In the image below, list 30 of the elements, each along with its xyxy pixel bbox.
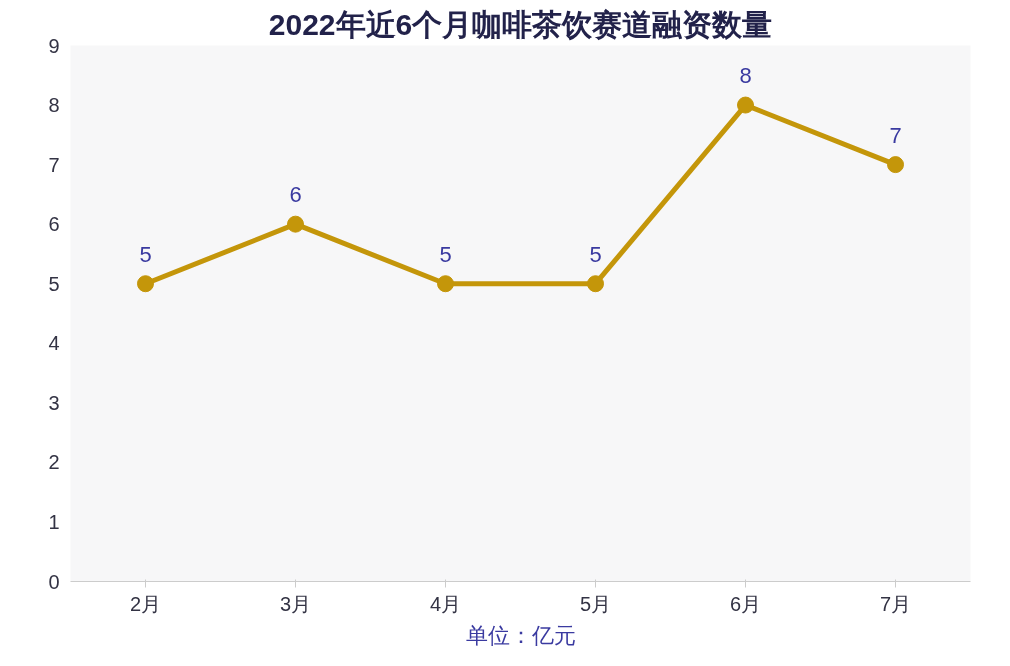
y-tick-label: 9 [48,34,60,57]
y-tick-label: 8 [48,94,60,117]
data-label: 5 [589,241,602,267]
y-tick-label: 0 [48,570,60,593]
data-label: 7 [889,122,902,148]
point [587,275,604,293]
point [287,215,304,233]
x-axis-title: 单位：亿元 [465,622,576,648]
y-tick-label: 1 [48,510,60,533]
y-tick-label: 6 [48,213,60,236]
chart-title: 2022年近6个月咖啡茶饮赛道融资数量 [268,7,773,41]
point [437,275,454,293]
point [887,156,904,174]
x-tick-label: 3月 [279,592,312,615]
data-label: 5 [139,241,152,267]
x-tick-label: 6月 [729,592,762,615]
x-tick-label: 2月 [129,592,162,615]
x-tick-label: 7月 [879,592,912,615]
point [137,275,154,293]
y-tick-label: 3 [48,391,60,414]
data-label: 5 [439,241,452,267]
point [737,96,754,114]
y-tick-label: 5 [48,272,60,295]
x-tick-label: 5月 [579,592,612,615]
y-tick-label: 7 [48,153,60,176]
x-tick-label: 4月 [429,592,462,615]
y-tick-label: 4 [48,332,60,355]
y-tick-label: 2 [48,451,60,474]
data-label: 8 [739,63,752,89]
data-label: 6 [289,182,302,208]
